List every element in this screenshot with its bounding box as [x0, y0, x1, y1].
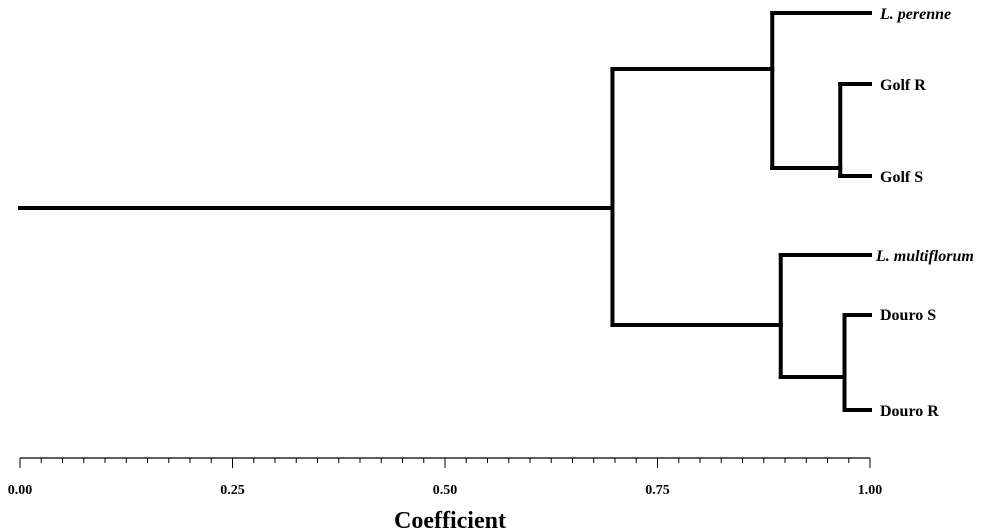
leaf-label-golf-r: Golf R [880, 77, 926, 94]
leaf-label-l-multiflorum: L. multiflorum [875, 248, 974, 265]
leaf-label-douro-r: Douro R [880, 403, 939, 420]
tick-label-0: 0.00 [8, 483, 33, 498]
dendrogram-branches [18, 11, 872, 412]
tick-label-4: 1.00 [858, 483, 883, 498]
x-axis-ticks [19, 458, 871, 468]
tick-label-3: 0.75 [645, 483, 670, 498]
leaf-label-douro-s: Douro S [880, 307, 936, 324]
tick-label-1: 0.25 [220, 483, 245, 498]
leaf-label-l-perenne: L. perenne [879, 6, 951, 23]
leaf-labels: L. perenne Golf R Golf S L. multiflorum … [875, 6, 974, 420]
x-axis-title: Coefficient [394, 508, 506, 532]
leaf-label-golf-s: Golf S [880, 169, 923, 186]
x-axis: 0.00 0.25 0.50 0.75 1.00 Coefficient [8, 457, 883, 532]
tick-label-2: 0.50 [433, 483, 458, 498]
